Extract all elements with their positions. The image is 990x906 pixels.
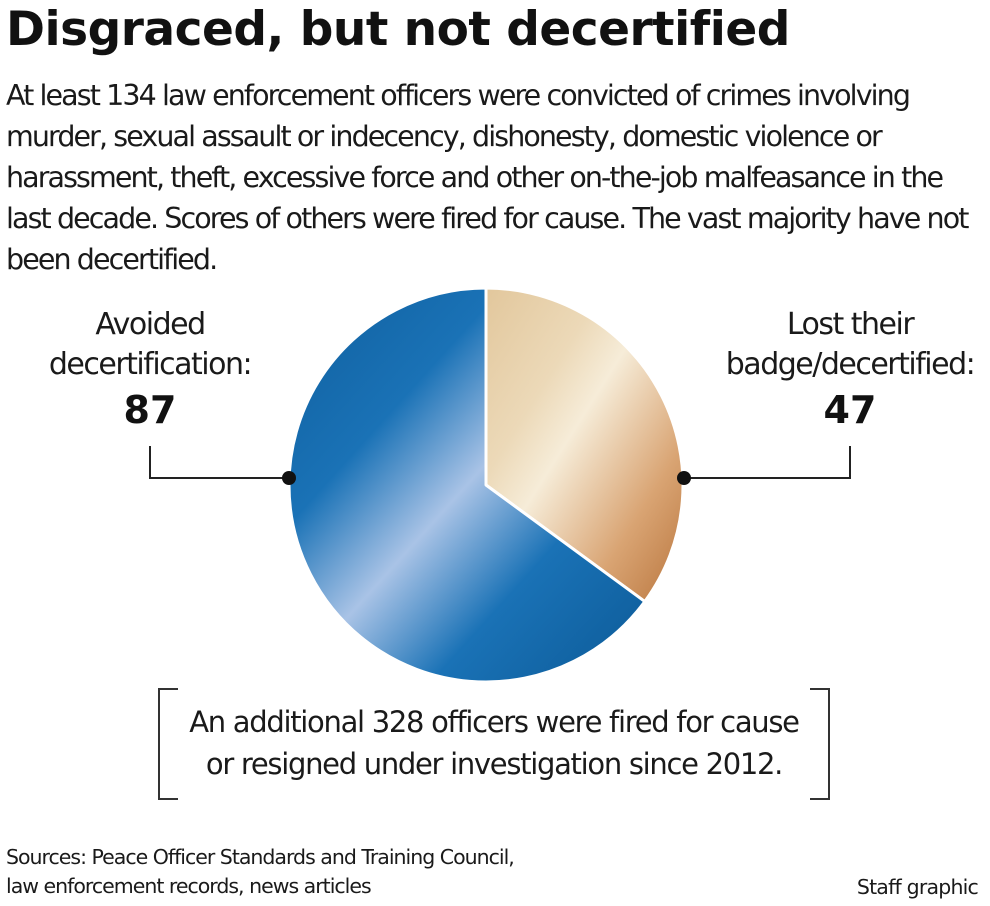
intro-text: At least 134 law enforcement officers we… <box>6 79 969 276</box>
label-decertified: Lost their badge/decertified: 47 <box>715 305 985 435</box>
label-decertified-line1: Lost their <box>786 307 915 342</box>
note-line1: An additional 328 officers were fired fo… <box>189 705 800 739</box>
leader-line-right <box>684 446 851 479</box>
note-line2: or resigned under investigation since 20… <box>205 747 783 781</box>
leader-dot-left <box>282 471 296 485</box>
leader-line-left <box>149 446 288 479</box>
sources-line2: law enforcement records, news articles <box>6 874 372 898</box>
note-text: An additional 328 officers were fired fo… <box>158 701 830 785</box>
label-decertified-value: 47 <box>823 388 877 432</box>
note-box: An additional 328 officers were fired fo… <box>158 688 830 800</box>
label-avoided: Avoided decertification: 87 <box>40 305 260 435</box>
label-avoided-value: 87 <box>123 388 177 432</box>
sources-text: Sources: Peace Officer Standards and Tra… <box>6 843 515 901</box>
chart-title: Disgraced, but not decertified <box>6 2 790 57</box>
pie-slice-avoided <box>287 286 647 684</box>
leader-dot-right <box>677 471 691 485</box>
note-bracket-right <box>810 688 830 800</box>
pie-slice-decertified <box>484 286 685 604</box>
label-avoided-line2: decertification: <box>48 347 253 382</box>
sources-line1: Sources: Peace Officer Standards and Tra… <box>6 845 515 869</box>
credit-text: Staff graphic <box>856 875 979 899</box>
label-avoided-line1: Avoided <box>95 307 206 342</box>
note-bracket-left <box>158 688 178 800</box>
label-decertified-line2: badge/decertified: <box>725 347 976 382</box>
